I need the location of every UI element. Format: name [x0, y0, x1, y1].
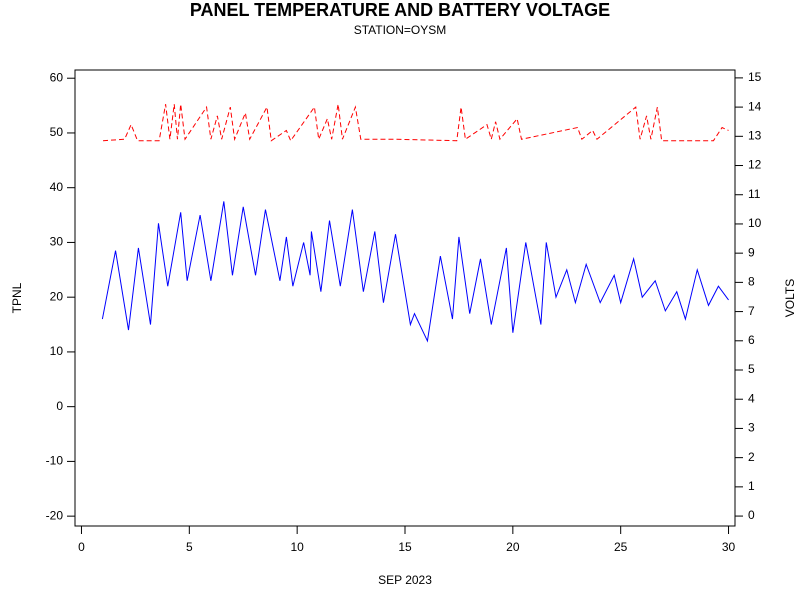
x-tick-label: 10 — [290, 540, 304, 554]
y-tick-label: 20 — [50, 289, 64, 303]
y2-tick-label: 10 — [748, 216, 762, 230]
y2-tick-label: 11 — [748, 187, 761, 201]
x-tick-label: 15 — [398, 540, 412, 554]
chart-subtitle: STATION=OYSM — [354, 23, 447, 37]
y-tick-label: 60 — [50, 70, 64, 84]
y2-axis-label: VOLTS — [783, 279, 797, 317]
plot-frame — [74, 69, 736, 527]
y2-tick-label: 14 — [748, 99, 762, 113]
y2-tick-label: 6 — [748, 333, 755, 347]
y2-tick-label: 1 — [748, 479, 755, 493]
y-tick-label: 30 — [50, 235, 64, 249]
x-tick-label: 20 — [506, 540, 520, 554]
y-tick-label: -20 — [46, 508, 64, 522]
x-tick-label: 25 — [614, 540, 628, 554]
y2-tick-label: 2 — [748, 450, 755, 464]
y-tick-label: 50 — [50, 125, 64, 139]
x-axis-label: SEP 2023 — [378, 573, 432, 587]
y-tick-label: 40 — [50, 180, 64, 194]
y-tick-label: 0 — [56, 399, 63, 413]
y2-tick-label: 0 — [748, 508, 755, 522]
y2-tick-label: 9 — [748, 245, 755, 259]
y2-tick-label: 4 — [748, 391, 755, 405]
y2-tick-label: 7 — [748, 304, 755, 318]
y2-tick-label: 5 — [748, 362, 755, 376]
series-line — [103, 104, 729, 142]
y2-tick-label: 12 — [748, 158, 762, 172]
y2-tick-label: 3 — [748, 421, 755, 435]
series-line — [101, 201, 729, 343]
x-tick-label: 5 — [186, 540, 193, 554]
y-axis-label: TPNL — [10, 282, 24, 313]
y2-tick-label: 13 — [748, 128, 762, 142]
y2-tick-label: 15 — [748, 70, 762, 84]
y2-tick-label: 8 — [748, 275, 755, 289]
x-tick-label: 0 — [78, 540, 85, 554]
y-tick-label: 10 — [50, 344, 64, 358]
y-tick-label: -10 — [46, 454, 64, 468]
chart-title: PANEL TEMPERATURE AND BATTERY VOLTAGE — [190, 0, 610, 20]
x-tick-label: 30 — [722, 540, 736, 554]
